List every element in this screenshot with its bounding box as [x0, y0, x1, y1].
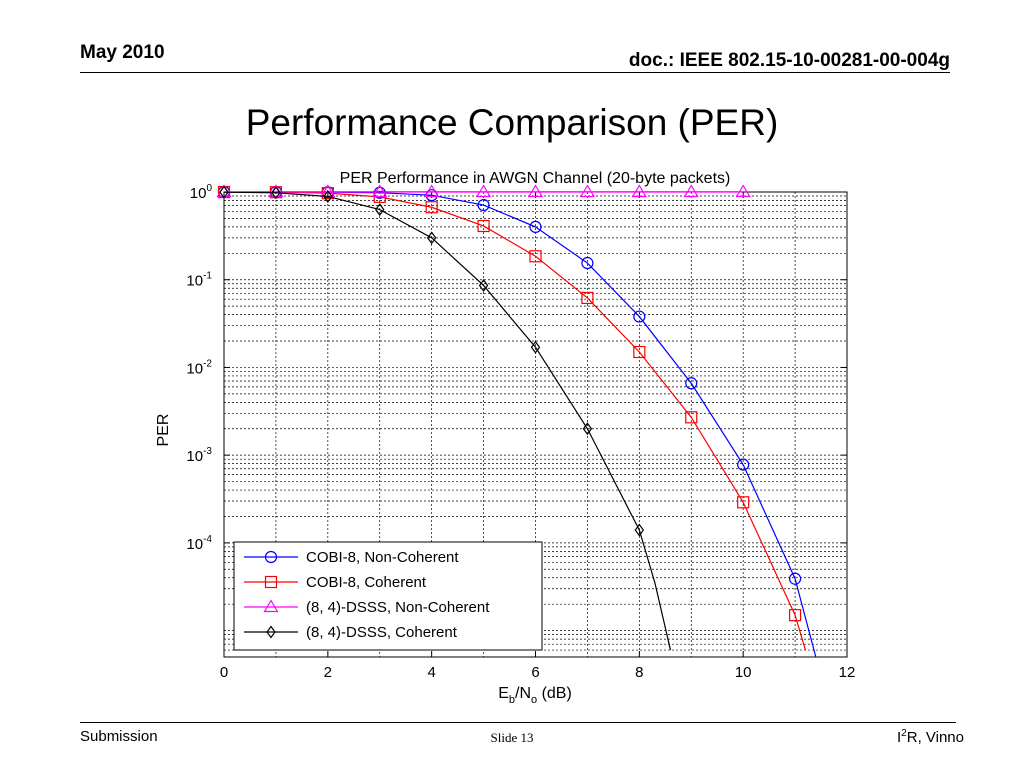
x-tick-label: 6 — [531, 664, 539, 681]
data-point-marker — [477, 198, 490, 212]
data-point-marker — [683, 184, 699, 198]
y-tick-label: 10-2 — [186, 358, 212, 377]
data-point-marker — [321, 187, 334, 200]
data-point-marker — [530, 340, 541, 354]
legend-label: COBI-8, Coherent — [306, 574, 427, 591]
x-tick-label: 10 — [735, 664, 752, 681]
data-point-marker — [425, 201, 438, 214]
legend-marker — [264, 550, 278, 564]
data-point-marker — [478, 278, 489, 292]
legend-marker — [266, 625, 276, 639]
legend-label: (8, 4)-DSSS, Coherent — [306, 624, 458, 641]
legend-label: (8, 4)-DSSS, Non-Coherent — [306, 599, 490, 616]
data-point-marker — [633, 345, 646, 359]
legend-marker — [263, 599, 279, 613]
data-point-marker — [529, 250, 542, 263]
data-point-marker — [788, 609, 802, 622]
series-line — [224, 192, 672, 651]
data-point-marker — [477, 219, 490, 233]
x-tick-label: 2 — [324, 664, 332, 681]
series-layer — [216, 184, 817, 657]
data-point-marker — [271, 186, 281, 200]
y-tick-label: 10-1 — [186, 271, 212, 290]
data-point-marker — [375, 203, 385, 217]
data-point-marker — [372, 184, 388, 198]
data-point-marker — [685, 377, 698, 390]
footer-author: I2R, Vinno — [897, 728, 964, 746]
legend-label: COBI-8, Non-Coherent — [306, 549, 459, 566]
legend: COBI-8, Non-Coherent COBI-8, Coherent (8, … — [233, 541, 543, 651]
header-divider — [80, 72, 950, 73]
series-4 — [224, 192, 672, 651]
series-2 — [224, 192, 807, 651]
series-line — [224, 192, 807, 651]
y-tick-label: 10-4 — [186, 534, 212, 553]
chart-title: PER Performance in AWGN Channel (20-byte… — [340, 170, 731, 187]
footer-slide-number: Slide 13 — [490, 730, 534, 745]
data-point-marker — [633, 310, 646, 323]
footer-submission: Submission — [80, 728, 158, 745]
data-point-marker — [788, 572, 802, 585]
data-point-marker — [735, 184, 751, 198]
footer-divider — [80, 722, 956, 723]
data-point-marker — [476, 184, 492, 198]
legend-marker — [264, 575, 278, 589]
data-point-marker — [631, 184, 647, 198]
header-date: May 2010 — [80, 42, 165, 63]
y-axis-label: PER — [155, 414, 172, 447]
data-point-marker — [737, 458, 750, 471]
data-point-marker — [426, 231, 437, 245]
y-tick-label: 10-3 — [186, 446, 212, 465]
data-point-marker — [581, 256, 594, 270]
y-tick-label: 100 — [190, 183, 213, 202]
data-point-marker — [581, 291, 594, 305]
data-point-marker — [527, 184, 544, 198]
data-point-marker — [219, 185, 229, 199]
x-tick-label: 12 — [839, 664, 856, 681]
axes-layer: 0 2 4 6 8 10 12 100 10-1 10-2 10-3 10-4 — [186, 183, 855, 681]
x-axis-label: Eb/No (dB) — [498, 685, 572, 706]
x-tick-label: 8 — [635, 664, 643, 681]
data-point-marker — [685, 411, 698, 424]
data-point-marker — [424, 184, 440, 198]
data-point-marker — [529, 220, 542, 234]
data-point-marker — [579, 184, 595, 198]
data-point-marker — [582, 422, 593, 436]
header-doc-id: doc.: IEEE 802.15-10-00281-00-004g — [628, 50, 950, 71]
slide-title: Performance Comparison (PER) — [245, 102, 779, 143]
x-tick-label: 4 — [427, 664, 435, 681]
x-tick-label: 0 — [220, 664, 228, 681]
data-point-marker — [323, 189, 333, 203]
data-point-marker — [634, 523, 645, 537]
data-point-marker — [737, 496, 750, 509]
